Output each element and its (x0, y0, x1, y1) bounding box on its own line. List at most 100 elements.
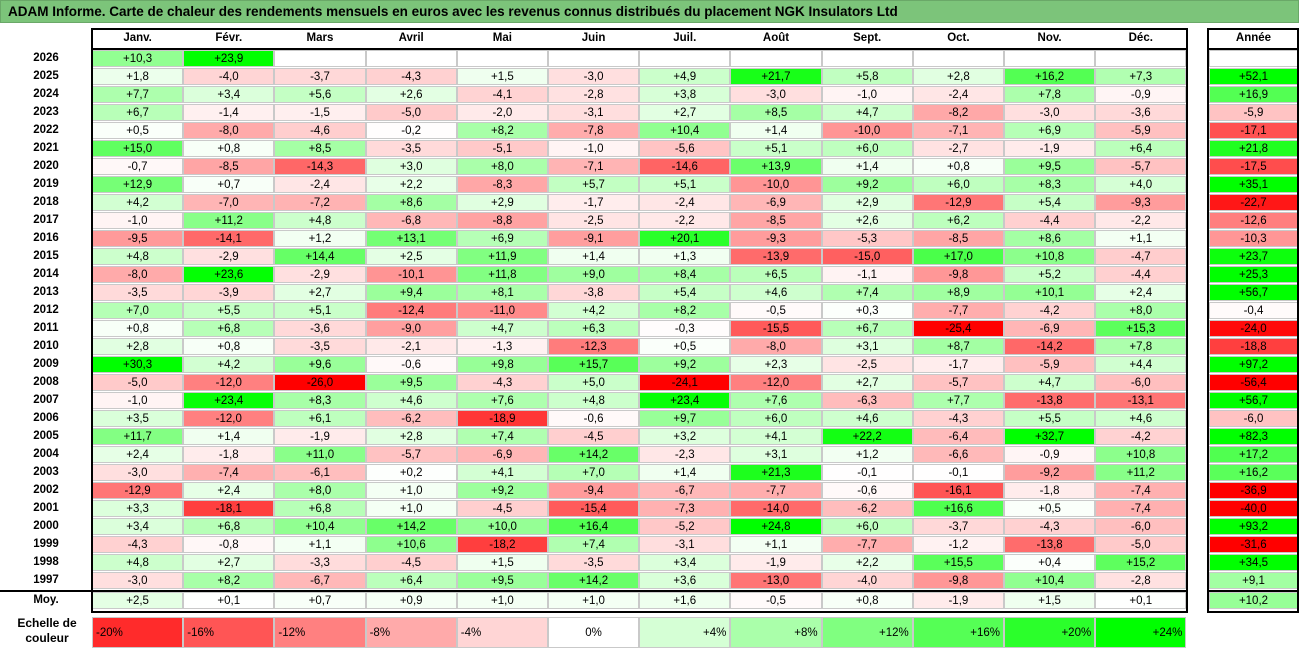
heatmap-cell: +10,1 (1004, 284, 1096, 301)
heatmap-cell: +23,6 (183, 266, 275, 283)
heatmap-cell: -0,3 (639, 320, 731, 337)
heatmap-cell: -13,9 (730, 248, 822, 265)
heatmap-cell: +11,0 (274, 446, 366, 463)
heatmap-cell: -7,4 (1095, 500, 1187, 517)
heatmap-cell: +5,4 (639, 284, 731, 301)
heatmap-cell: +6,7 (821, 320, 913, 337)
heatmap-cell: +21,7 (730, 68, 822, 85)
heatmap-cell: +10,8 (1004, 248, 1096, 265)
year-label: 2015 (33, 250, 59, 262)
heatmap-cell: +4,8 (92, 554, 184, 571)
heatmap-cell: +0,8 (183, 338, 275, 355)
heatmap-cell: -7,4 (183, 464, 275, 481)
heatmap-cell: -2,4 (639, 194, 731, 211)
heatmap-cell: -6,0 (1095, 518, 1187, 535)
month-header: Avril (365, 30, 457, 47)
annual-cell: +17,2 (1209, 446, 1298, 463)
legend-swatch: -12% (274, 617, 366, 648)
heatmap-cell: +6,4 (1095, 140, 1187, 157)
heatmap-cell: -9,8 (912, 266, 1004, 283)
heatmap-cell: -5,9 (1004, 356, 1096, 373)
legend-swatch: -4% (456, 617, 548, 648)
heatmap-cell: -3,8 (548, 284, 640, 301)
heatmap-cell (639, 50, 731, 67)
heatmap-cell: +2,8 (912, 68, 1004, 85)
year-label: 2024 (33, 88, 59, 100)
heatmap-cell: -4,4 (1004, 212, 1096, 229)
month-header: Nov. (1004, 30, 1096, 47)
heatmap-cell: +3,2 (639, 428, 731, 445)
annual-cell: +16,2 (1209, 464, 1298, 481)
heatmap-cell: +2,5 (365, 248, 457, 265)
year-label: 2005 (33, 430, 59, 442)
heatmap-cell: -2,2 (1095, 212, 1187, 229)
heatmap-cell: +2,8 (365, 428, 457, 445)
heatmap-cell: -12,4 (365, 302, 457, 319)
heatmap-cell: +4,1 (456, 464, 548, 481)
heatmap-cell: -8,0 (92, 266, 184, 283)
heatmap-cell: +8,4 (639, 266, 731, 283)
heatmap-cell: +1,4 (821, 158, 913, 175)
heatmap-cell: -0,6 (365, 356, 457, 373)
heatmap-cell: +2,6 (821, 212, 913, 229)
heatmap-cell: -8,5 (730, 212, 822, 229)
annual-cell: +56,7 (1209, 284, 1298, 301)
heatmap-cell: +6,0 (821, 140, 913, 157)
heatmap-cell: -3,5 (365, 140, 457, 157)
heatmap-cell: +8,9 (912, 284, 1004, 301)
heatmap-cell: -7,3 (639, 500, 731, 517)
average-cell: +1,0 (548, 592, 640, 609)
heatmap-cell: +3,4 (183, 86, 275, 103)
heatmap-cell: -7,8 (548, 122, 640, 139)
annual-cell: -0,4 (1209, 302, 1298, 319)
heatmap-cell: +11,2 (1095, 464, 1187, 481)
year-label: 2022 (33, 124, 59, 136)
heatmap-cell: -9,2 (1004, 464, 1096, 481)
year-label: 1997 (33, 574, 59, 586)
heatmap-cell: +5,1 (274, 302, 366, 319)
heatmap-cell: -4,5 (548, 428, 640, 445)
chart-title: ADAM Informe. Carte de chaleur des rende… (0, 0, 1299, 23)
heatmap-cell: +0,4 (1004, 554, 1096, 571)
annual-cell: -56,4 (1209, 374, 1298, 391)
heatmap-cell: +2,7 (639, 104, 731, 121)
legend-swatch: 0% (548, 617, 640, 648)
heatmap-cell: +7,3 (1095, 68, 1187, 85)
heatmap-cell: -4,3 (92, 536, 184, 553)
heatmap-cell: +5,2 (1004, 266, 1096, 283)
year-label: 2011 (33, 322, 59, 334)
heatmap-cell: +1,0 (365, 482, 457, 499)
heatmap-cell: +2,4 (1095, 284, 1187, 301)
heatmap-cell: -5,7 (365, 446, 457, 463)
year-label: 2014 (33, 268, 59, 280)
heatmap-cell: -7,7 (912, 302, 1004, 319)
heatmap-cell: -10,0 (821, 122, 913, 139)
heatmap-cell: +10,6 (365, 536, 457, 553)
heatmap-cell: +4,9 (639, 68, 731, 85)
heatmap-cell: +5,5 (183, 302, 275, 319)
average-cell: +1,6 (639, 592, 731, 609)
average-cell: +0,7 (274, 592, 366, 609)
heatmap-cell: -2,4 (912, 86, 1004, 103)
average-annual-cell: +10,2 (1209, 592, 1298, 609)
heatmap-cell: +8,2 (639, 302, 731, 319)
heatmap-cell (730, 50, 822, 67)
heatmap-cell: +2,2 (365, 176, 457, 193)
heatmap-cell: +14,2 (548, 572, 640, 589)
heatmap-cell: -10,0 (730, 176, 822, 193)
heatmap-cell (821, 50, 913, 67)
heatmap-cell: -4,3 (456, 374, 548, 391)
heatmap-cell: +2,9 (456, 194, 548, 211)
heatmap-cell: -4,5 (456, 500, 548, 517)
heatmap-cell: -6,4 (912, 428, 1004, 445)
heatmap-cell: -6,9 (456, 446, 548, 463)
heatmap-cell: -3,0 (1004, 104, 1096, 121)
heatmap-cell: -3,5 (274, 338, 366, 355)
heatmap-cell: +7,0 (548, 464, 640, 481)
annual-cell: +35,1 (1209, 176, 1298, 193)
heatmap-cell: -26,0 (274, 374, 366, 391)
heatmap-cell: -13,0 (730, 572, 822, 589)
legend-swatch: -20% (92, 617, 184, 648)
heatmap-cell (548, 50, 640, 67)
heatmap-cell: -3,9 (183, 284, 275, 301)
